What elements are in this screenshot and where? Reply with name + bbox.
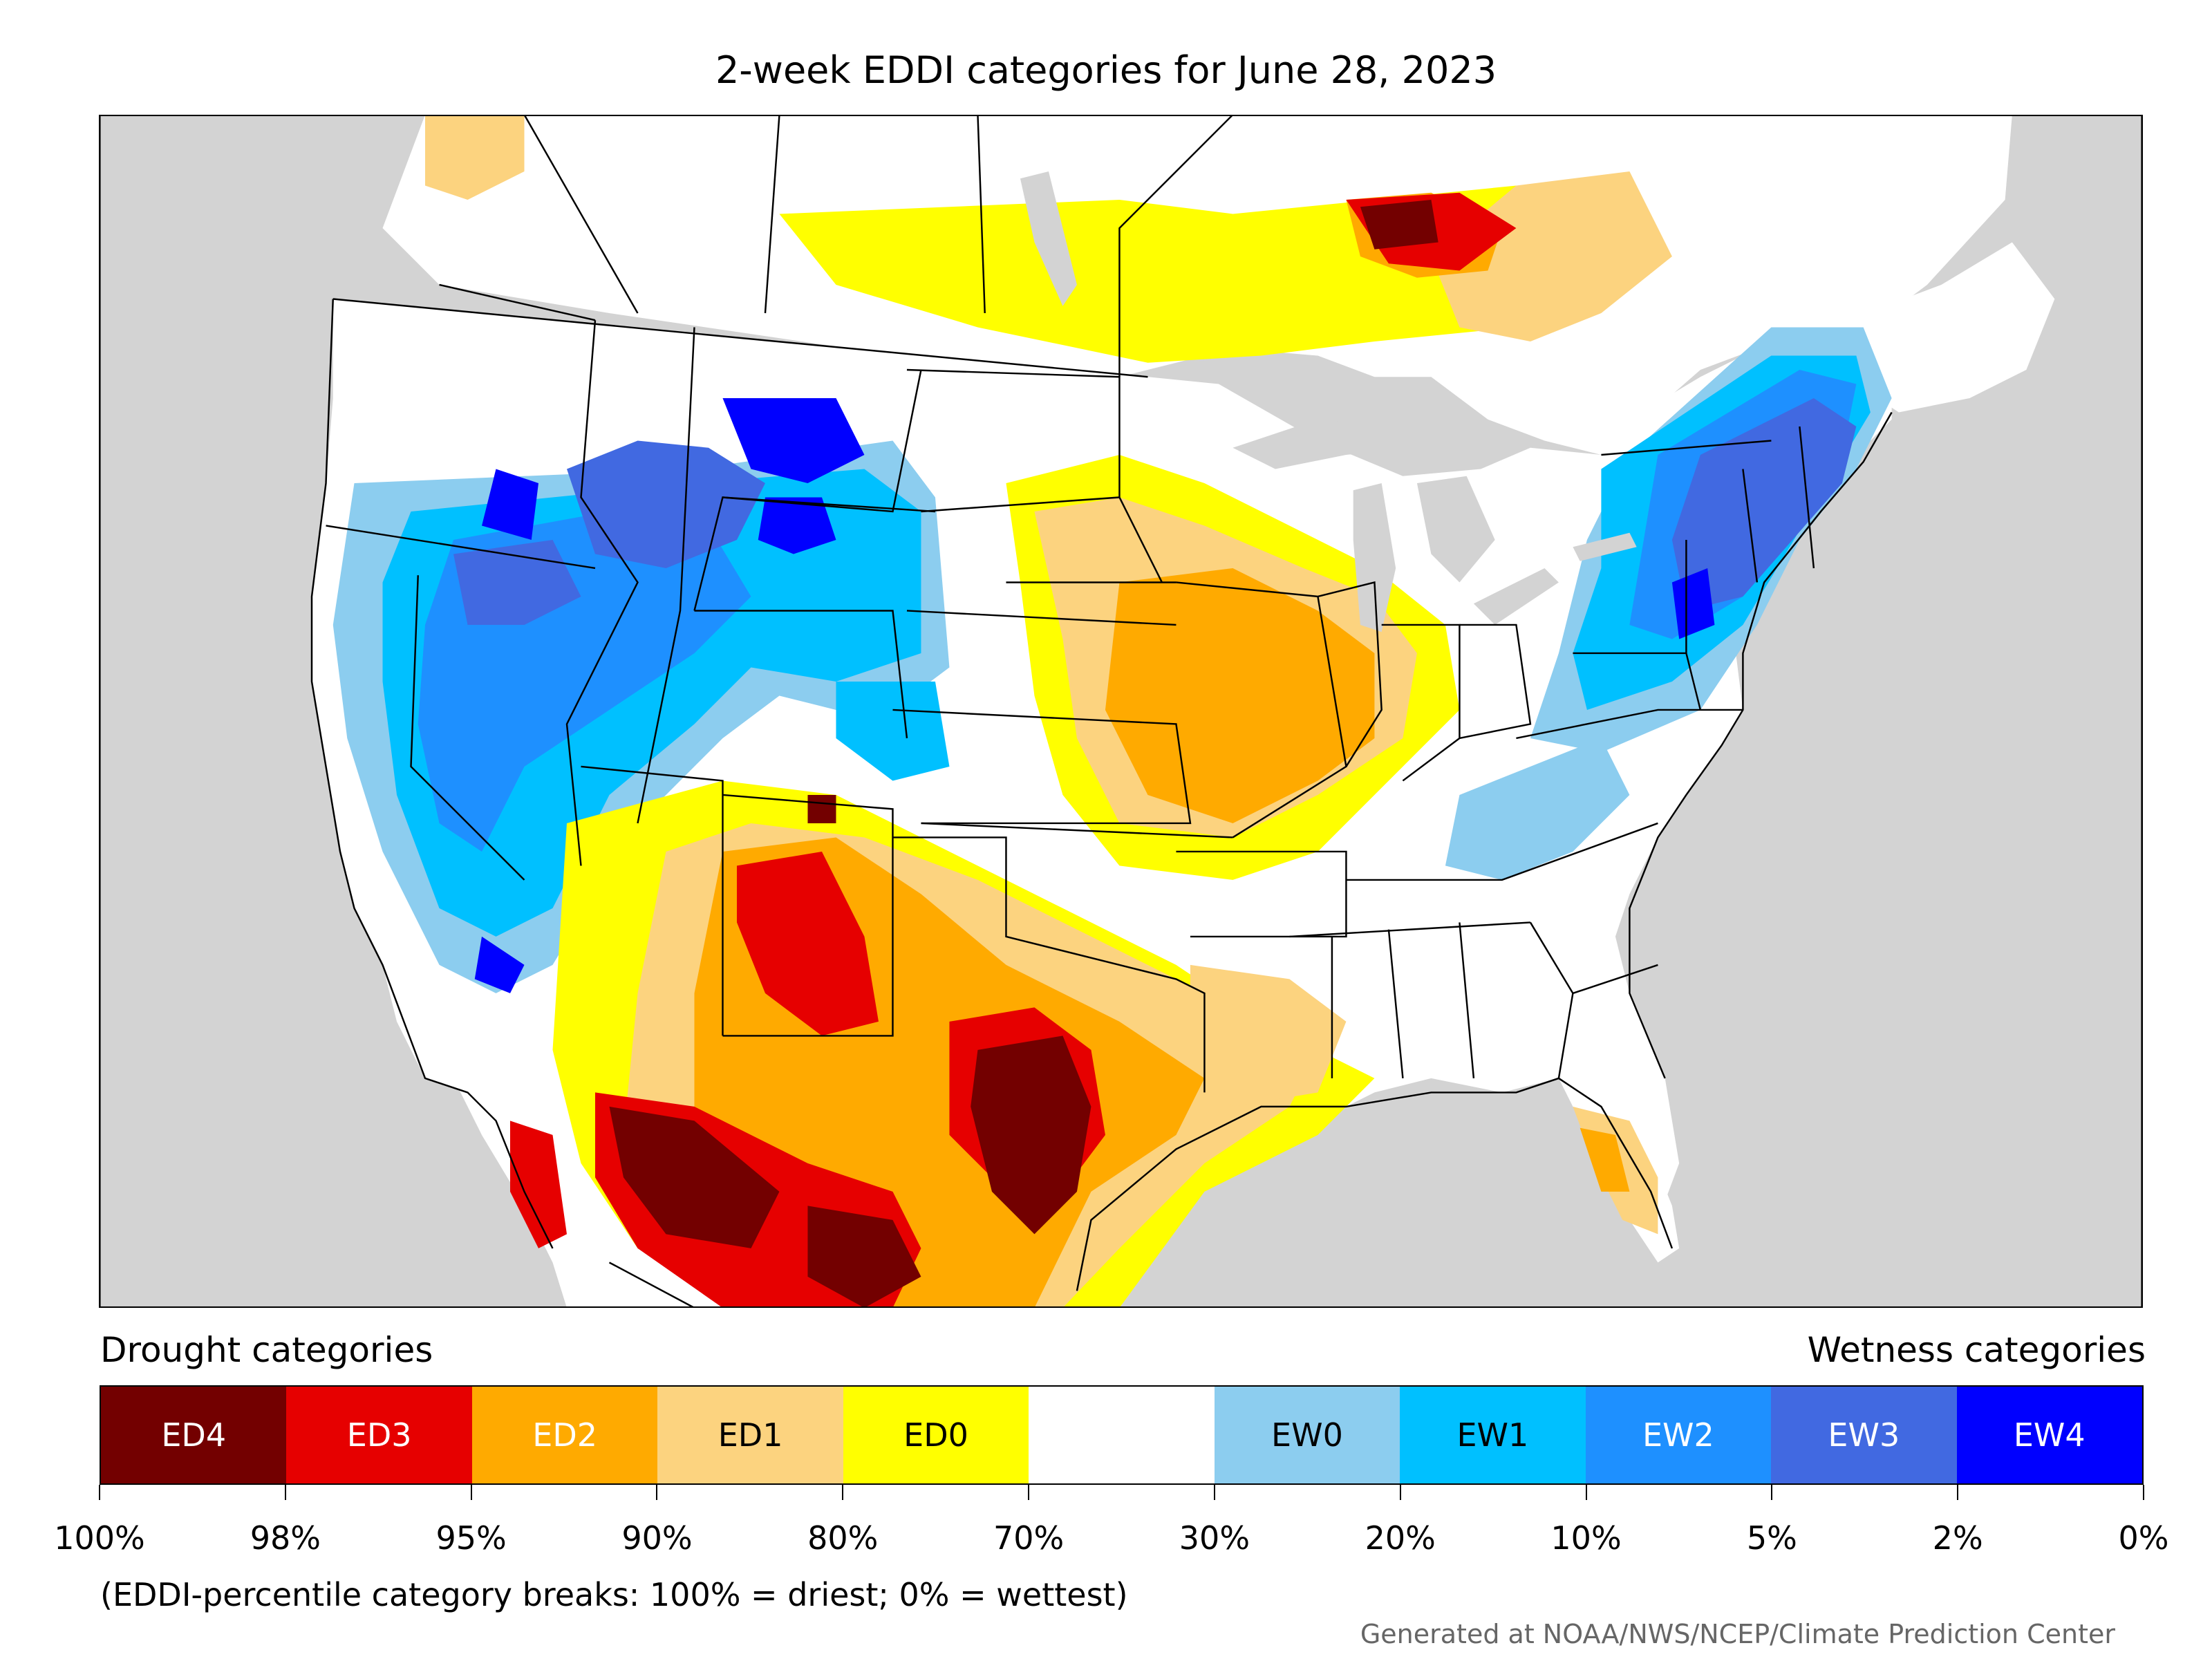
lake-superior <box>1232 419 1417 469</box>
colorbar-tick-label: 70% <box>993 1519 1065 1557</box>
lake-ontario <box>1573 532 1637 561</box>
colorbar-tick-label: 2% <box>1932 1519 1983 1557</box>
colorbar-cell-neutral <box>1029 1387 1215 1483</box>
colorbar-tick <box>1957 1485 1959 1500</box>
colorbar-cell-ed2: ED2 <box>471 1387 658 1483</box>
colorbar-tick <box>284 1485 286 1500</box>
colorbar-cell-ed3: ED3 <box>286 1387 472 1483</box>
la-ed1 <box>1190 964 1347 1107</box>
canada-ed4 <box>1360 199 1438 250</box>
colorbar-tick <box>470 1485 472 1500</box>
colorbar-cell-ew4: EW4 <box>1956 1387 2142 1483</box>
category-colorbar: ED4 ED3 ED2 ED1 ED0 EW0 EW1 EW2 EW3 EW4 <box>100 1385 2144 1485</box>
colorbar-tick-label: 5% <box>1746 1519 1797 1557</box>
canada-ed1-nw <box>425 115 525 200</box>
colorbar-ticks: 100% 98% 95% 90% 80% 70% 30% 20% 10% 5% 2% 0% <box>54 1485 2168 1557</box>
colorbar-tick <box>2143 1485 2144 1500</box>
sw-wet-ew4 <box>474 936 525 993</box>
eddi-map <box>99 115 2143 1308</box>
west-wet-ew3-a <box>566 440 765 568</box>
ne-wet-ew4 <box>1671 568 1715 639</box>
colorbar-tick-label: 98% <box>250 1519 321 1557</box>
colorbar-cell-ew1: EW1 <box>1400 1387 1586 1483</box>
colorbar-tick <box>656 1485 658 1500</box>
fl-ed2 <box>1580 1127 1630 1192</box>
ne-wet-ew3 <box>1671 397 1857 611</box>
colorbar-tick-label: 90% <box>621 1519 693 1557</box>
lake-huron <box>1416 476 1495 583</box>
credit-line: Generated at NOAA/NWS/NCEP/Climate Predi… <box>1360 1619 2115 1649</box>
map-frame <box>99 115 2143 1308</box>
colorbar-cell-ew0: EW0 <box>1214 1387 1400 1483</box>
drought-legend-title: Drought categories <box>100 1330 433 1370</box>
colorbar-tick <box>1028 1485 1030 1500</box>
colorbar-tick <box>1771 1485 1773 1500</box>
south-ed3-nm <box>736 851 879 1036</box>
colorbar-tick <box>99 1485 100 1500</box>
coastlines <box>310 299 1893 1308</box>
west-wet-ew4-b <box>758 497 836 554</box>
colorbar-tick <box>1585 1485 1587 1500</box>
south-ed4-tx <box>971 1035 1091 1235</box>
colorbar-tick <box>842 1485 844 1500</box>
state-boundaries <box>326 115 1815 1093</box>
colorbar-tick-label: 30% <box>1179 1519 1250 1557</box>
south-ed4-mx2 <box>807 1206 921 1308</box>
colorbar-cell-ew2: EW2 <box>1585 1387 1772 1483</box>
west-wet-ew4-a <box>722 397 865 483</box>
south-ed4-mx <box>609 1106 780 1248</box>
midwest-ed2 <box>1105 568 1375 823</box>
category-note: (EDDI-percentile category breaks: 100% =… <box>100 1576 1128 1613</box>
lake-winnipeg <box>1020 171 1077 306</box>
canada-ne <box>1828 242 2055 413</box>
colorbar-cell-ed0: ED0 <box>843 1387 1029 1483</box>
colorbar-cell-ew3: EW3 <box>1771 1387 1957 1483</box>
wetness-legend-title: Wetness categories <box>1807 1330 2146 1370</box>
west-wet-ew4-c <box>482 469 538 540</box>
colorbar-tick-label: 95% <box>435 1519 507 1557</box>
colorbar-tick-label: 0% <box>2118 1519 2169 1557</box>
baja-ed3 <box>510 1121 567 1248</box>
colorbar-cell-ed1: ED1 <box>657 1387 843 1483</box>
colorbar-tick-label: 80% <box>807 1519 879 1557</box>
colorbar-tick-label: 20% <box>1365 1519 1436 1557</box>
mid-atl-wet <box>1445 738 1630 880</box>
lake-erie <box>1473 568 1559 625</box>
south-ed4-nm <box>807 794 836 823</box>
colorbar-tick <box>1213 1485 1215 1500</box>
map-title: 2-week EDDI categories for June 28, 2023 <box>715 48 1497 92</box>
colorbar-tick-label: 100% <box>54 1519 145 1557</box>
colorado-wet <box>836 681 950 781</box>
colorbar-tick <box>1399 1485 1401 1500</box>
colorbar-cell-ed4: ED4 <box>101 1387 287 1483</box>
colorbar-tick-label: 10% <box>1550 1519 1622 1557</box>
lake-michigan <box>1353 482 1396 632</box>
